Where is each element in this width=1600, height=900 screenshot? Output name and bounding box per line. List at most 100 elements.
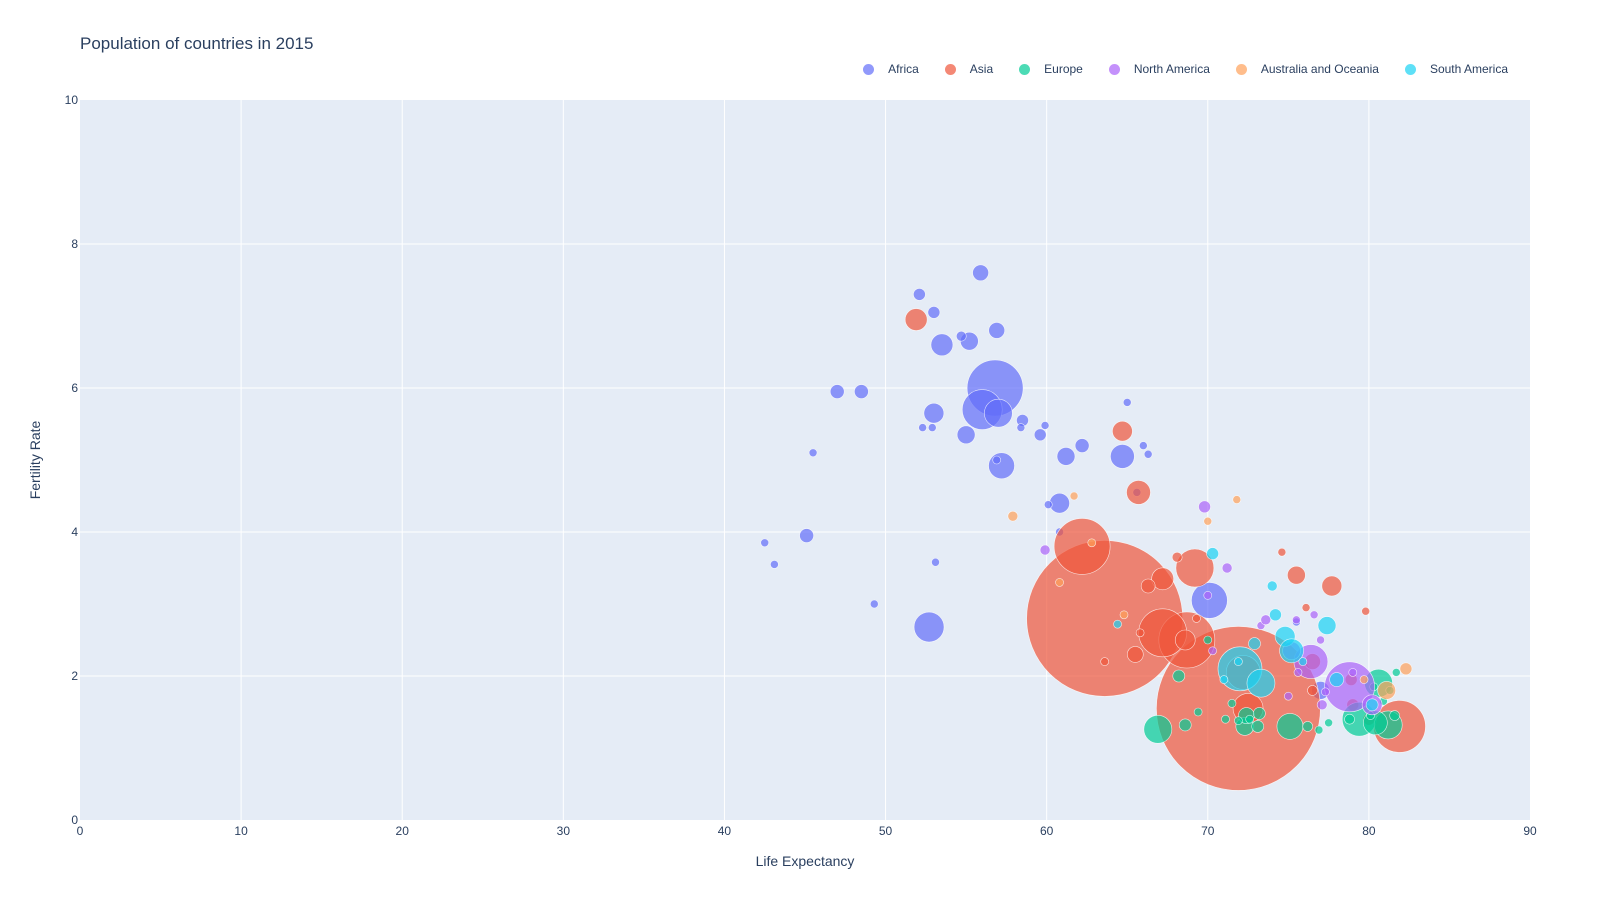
bubble-south-america[interactable] [1329,672,1344,687]
bubble-australia-and-oceania[interactable] [1359,675,1369,684]
bubble-africa[interactable] [808,448,818,458]
bubble-africa[interactable] [1110,444,1135,469]
bubble-north-america[interactable] [1309,610,1319,620]
bubble-south-america[interactable] [1113,619,1122,629]
legend-item-africa[interactable]: Africa [863,62,919,76]
bubble-africa[interactable] [923,402,945,424]
bubble-asia[interactable] [904,308,928,331]
bubble-africa[interactable] [829,384,845,399]
bubble-asia[interactable] [1277,547,1287,557]
bubble-asia[interactable] [1287,565,1306,585]
bubble-south-america[interactable] [1298,657,1308,666]
bubble-south-america[interactable] [1219,675,1229,684]
bubble-asia[interactable] [1126,480,1151,505]
bubble-south-america[interactable] [1206,547,1219,560]
bubble-europe[interactable] [1302,721,1313,732]
bubble-asia[interactable] [1307,685,1318,696]
bubble-africa[interactable] [1122,398,1132,407]
bubble-australia-and-oceania[interactable] [1087,538,1097,548]
bubble-europe[interactable] [1324,718,1333,728]
bubble-europe[interactable] [1245,714,1254,724]
bubble-europe[interactable] [1276,713,1304,740]
bubble-south-america[interactable] [1269,608,1282,622]
bubble-africa[interactable] [930,333,954,357]
bubble-south-america[interactable] [1248,637,1261,650]
bubble-europe[interactable] [1344,713,1355,725]
bubble-australia-and-oceania[interactable] [1232,495,1242,504]
bubble-australia-and-oceania[interactable] [1055,578,1064,587]
bubble-south-america[interactable] [1279,638,1304,664]
bubble-europe[interactable] [1203,635,1213,645]
bubble-north-america[interactable] [1198,500,1211,514]
bubble-europe[interactable] [1221,714,1230,724]
bubble-africa[interactable] [955,330,967,342]
bubble-europe[interactable] [1251,720,1265,733]
bubble-south-america[interactable] [1234,657,1243,666]
bubble-australia-and-oceania[interactable] [1069,491,1079,501]
legend-item-south-america[interactable]: South America [1404,62,1508,76]
bubble-africa[interactable] [869,599,879,609]
bubble-north-america[interactable] [1260,614,1272,626]
legend-item-australia-oceania[interactable]: Australia and Oceania [1235,62,1379,76]
bubble-africa[interactable] [1074,438,1090,453]
legend-item-europe[interactable]: Europe [1019,62,1083,76]
bubble-europe[interactable] [1253,707,1266,720]
bubble-africa[interactable] [972,264,989,282]
bubble-australia-and-oceania[interactable] [1007,510,1019,522]
bubble-north-america[interactable] [1316,635,1325,645]
bubble-asia[interactable] [1321,575,1343,597]
bubble-australia-and-oceania[interactable] [1203,516,1213,526]
bubble-asia[interactable] [1126,646,1144,663]
bubble-africa[interactable] [1139,441,1148,450]
bubble-europe[interactable] [1172,669,1186,683]
bubble-north-america[interactable] [1039,544,1051,556]
bubble-europe[interactable] [1193,707,1203,717]
bubble-africa[interactable] [1040,421,1050,430]
bubble-north-america[interactable] [1321,687,1330,697]
bubble-africa[interactable] [1033,428,1047,442]
bubble-asia[interactable] [1140,578,1156,594]
bubble-asia[interactable] [1171,551,1183,563]
bubble-europe[interactable] [1389,710,1400,721]
bubble-north-america[interactable] [1292,615,1301,625]
bubble-africa[interactable] [760,538,770,548]
bubble-australia-and-oceania[interactable] [1377,681,1396,700]
bubble-south-america[interactable] [1365,698,1379,712]
bubble-africa[interactable] [927,306,941,319]
bubble-australia-and-oceania[interactable] [1119,610,1129,620]
bubble-south-america[interactable] [1317,616,1337,635]
bubble-europe[interactable] [1143,714,1173,744]
bubble-asia[interactable] [1361,606,1370,616]
bubble-north-america[interactable] [1348,668,1358,677]
bubble-north-america[interactable] [1316,699,1328,711]
bubble-europe[interactable] [1178,718,1192,732]
bubble-asia[interactable] [1100,657,1109,666]
bubble-africa[interactable] [770,560,779,569]
bubble-africa[interactable] [1143,449,1153,459]
bubble-africa[interactable] [927,423,937,432]
bubble-asia[interactable] [1174,629,1196,651]
bubble-asia[interactable] [1175,548,1215,588]
bubble-south-america[interactable] [1246,668,1276,698]
bubble-asia[interactable] [1053,518,1111,575]
bubble-asia[interactable] [1192,614,1201,623]
bubble-asia[interactable] [1112,420,1133,442]
bubble-africa[interactable] [1191,582,1228,619]
bubble-asia[interactable] [1135,628,1145,638]
bubble-africa[interactable] [854,384,869,399]
bubble-africa[interactable] [1016,423,1026,432]
bubble-europe[interactable] [1314,725,1324,735]
bubble-south-america[interactable] [1266,580,1278,592]
bubble-africa[interactable] [913,288,926,301]
legend-item-asia[interactable]: Asia [944,62,993,76]
bubble-north-america[interactable] [1221,562,1233,574]
bubble-asia[interactable] [1301,603,1311,612]
bubble-asia[interactable] [1151,567,1174,591]
bubble-africa[interactable] [918,423,927,432]
bubble-africa[interactable] [931,557,940,567]
legend-item-north-america[interactable]: North America [1108,62,1210,76]
bubble-africa[interactable] [992,455,1002,465]
bubble-europe[interactable] [1391,668,1401,677]
bubble-africa[interactable] [988,322,1006,339]
